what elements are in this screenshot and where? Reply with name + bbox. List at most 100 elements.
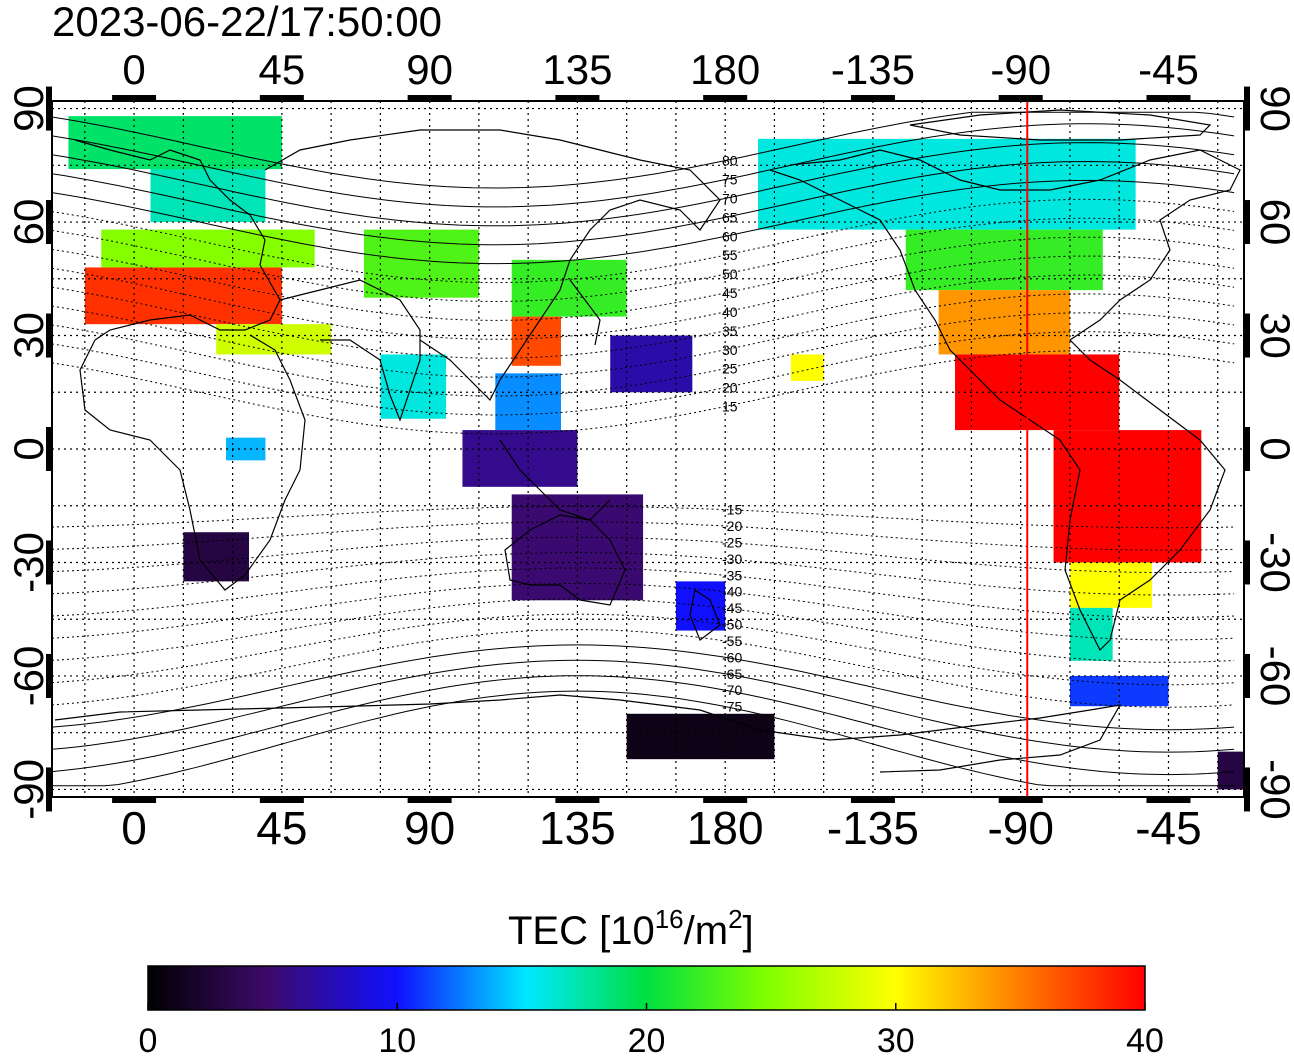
tec-region-east-asia-north (511, 259, 627, 317)
maglat-contour (52, 274, 1235, 359)
maglat-label: -25 (722, 534, 742, 550)
frame-bar-right (1244, 200, 1250, 245)
lat-label-right: -60 (1252, 646, 1294, 707)
maglat-label: 80 (722, 153, 738, 169)
frame-bar-right (1244, 427, 1250, 471)
maglat-label: -55 (722, 633, 742, 649)
lon-label-bottom: -45 (1135, 802, 1201, 854)
maglat-contour (52, 179, 1235, 265)
svg-text:TEC [1016/m2]: TEC [1016/m2] (508, 904, 754, 953)
lat-label-right: 30 (1252, 312, 1294, 359)
colorbar-title-mid: /m (684, 909, 728, 953)
lon-label-top: 180 (690, 46, 760, 93)
frame-bar-top (407, 95, 452, 101)
maglat-label: -75 (722, 699, 742, 715)
colorbar-tick-label: 40 (1126, 1022, 1164, 1057)
maglat-label: 20 (722, 380, 738, 396)
maglat-label: 45 (722, 285, 738, 301)
lon-label-top: -135 (831, 46, 915, 93)
timestamp-title: 2023-06-22/17:50:00 (52, 0, 442, 45)
lon-label-bottom: -90 (987, 802, 1053, 854)
lon-label-top: 0 (122, 46, 145, 93)
tec-region-central-asia (363, 229, 479, 298)
maglat-contour (52, 142, 1235, 227)
maglat-contour (52, 690, 1235, 787)
frame-tick-bars (46, 86, 1250, 812)
colorbar-tick-label: 0 (139, 1022, 158, 1057)
tec-region-south-america-south (1069, 562, 1153, 608)
frame-bar-bottom (850, 797, 895, 803)
lat-label-left: 0 (5, 437, 52, 460)
tec-region-new-zealand (675, 581, 726, 631)
lon-label-bottom: 90 (404, 802, 455, 854)
maglat-label: 70 (722, 190, 738, 206)
maglat-contour (52, 506, 1235, 529)
maglat-label: -35 (722, 567, 742, 583)
maglat-contour (52, 217, 1235, 303)
maglat-label: 25 (722, 361, 738, 377)
frame-bar-right (1244, 653, 1250, 698)
maglat-label: -15 (722, 502, 742, 518)
maglat-label: 65 (722, 209, 738, 225)
lat-label-right: -90 (1252, 759, 1294, 820)
maglat-contour (52, 160, 1235, 246)
magnetic-latitude-labels: 80 75 70 65 60 55 50 45 40 35 30 25 20 15 -15-20-25-30… (722, 153, 742, 715)
lat-label-right: 60 (1252, 199, 1294, 246)
maglat-label: -30 (722, 551, 742, 567)
maglat-label: 55 (722, 247, 738, 263)
lon-label-top: 45 (259, 46, 306, 93)
tec-region-patagonia (1069, 607, 1113, 661)
tec-region-north-america-south (938, 290, 1070, 355)
tec-region-europe-mid (101, 229, 315, 268)
maglat-contour (52, 598, 1235, 663)
frame-bar-left (46, 86, 52, 131)
magnetic-latitude-contours (52, 111, 1235, 787)
maglat-label: -70 (722, 682, 742, 698)
frame-bar-top (850, 95, 895, 101)
frame-bar-left (46, 427, 52, 471)
tec-region-antarctica-ross (626, 713, 775, 760)
tec-region-middle-east (216, 324, 332, 355)
maglat-contour (52, 312, 1235, 397)
maglat-contour (52, 675, 1235, 776)
lat-lon-grid (52, 101, 1244, 797)
maglat-contour (52, 521, 1235, 551)
colorbar-tick-label: 10 (378, 1022, 416, 1057)
lat-label-left: 30 (5, 312, 52, 359)
tec-region-antarctica (1217, 751, 1244, 790)
maglat-contour (52, 111, 1235, 189)
lat-label-left: 60 (5, 199, 52, 246)
tec-region-east-asia-south (511, 316, 561, 366)
lat-label-left: -90 (5, 759, 52, 820)
maglat-contour (52, 582, 1235, 641)
tec-region-arctic-east (68, 116, 282, 170)
lon-label-top: 90 (406, 46, 453, 93)
top-longitude-labels: 0 45 90 135 180 -135 -90 -45 (122, 46, 1198, 93)
frame-bar-right (1244, 313, 1250, 358)
bottom-longitude-labels: 0 45 90 135 180 -135 -90 -45 (121, 802, 1201, 854)
frame-bar-bottom (703, 797, 748, 803)
frame-bar-top (703, 95, 748, 101)
tec-region-maritime (462, 430, 578, 487)
frame-bar-top (259, 95, 304, 101)
frame-bar-left (46, 313, 52, 358)
maglat-contour (52, 293, 1235, 378)
maglat-contour (52, 198, 1235, 284)
tec-region-southern-africa (183, 532, 250, 582)
colorbar-tick-label: 30 (877, 1022, 915, 1057)
maglat-label: 75 (722, 172, 738, 188)
maglat-label: 50 (722, 266, 738, 282)
frame-bar-right (1244, 540, 1250, 585)
maglat-contour (52, 255, 1235, 340)
frame-bar-left (46, 653, 52, 698)
colorbar-title: TEC [1016/m2] (508, 904, 754, 953)
lon-label-top: -90 (990, 46, 1051, 93)
lat-label-right: 0 (1252, 437, 1294, 460)
lon-label-bottom: 45 (256, 802, 307, 854)
frame-bar-top (998, 95, 1043, 101)
maglat-label: 60 (722, 228, 738, 244)
lon-label-bottom: 0 (121, 802, 147, 854)
colorbar-tick-label: 20 (628, 1022, 666, 1057)
colorbar-title-prefix: TEC [10 (508, 909, 655, 953)
